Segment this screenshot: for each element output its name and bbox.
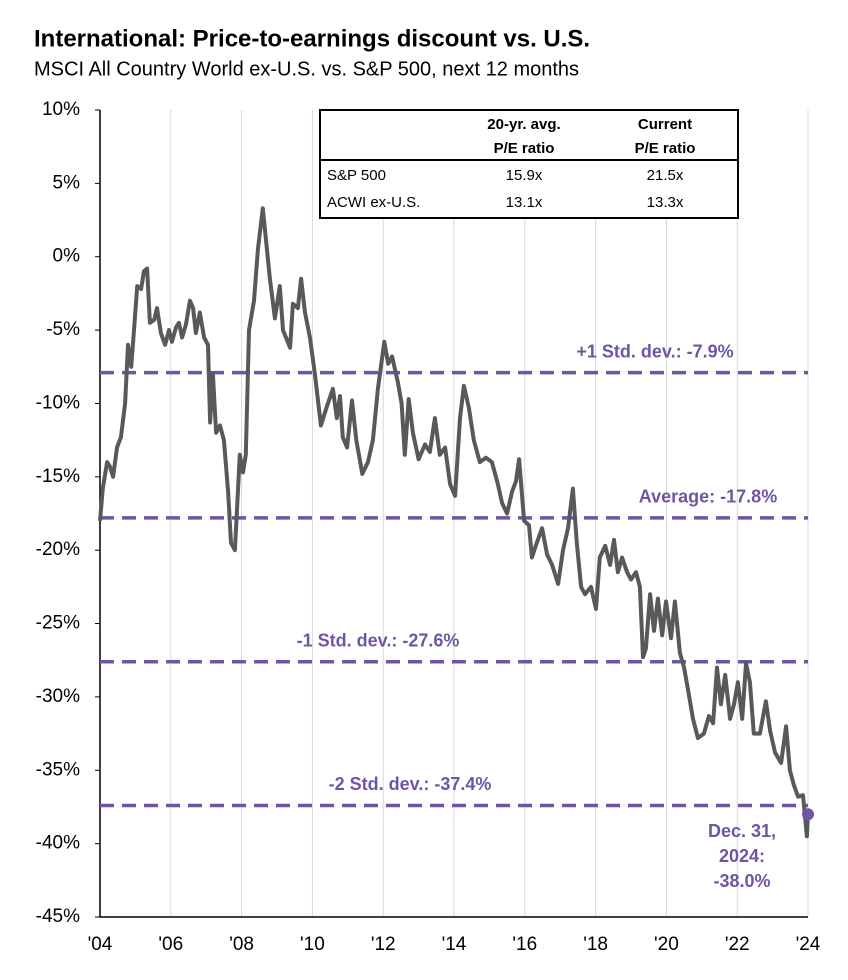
x-tick-label: '16 — [512, 934, 537, 955]
annotation: 2024: — [719, 846, 765, 866]
y-tick-label: -25% — [36, 613, 80, 634]
annotation: -38.0% — [713, 871, 770, 891]
table-header: Current — [638, 116, 692, 133]
end-point — [802, 808, 814, 821]
table-row-label: ACWI ex-U.S. — [327, 194, 420, 211]
y-tick-label: -45% — [36, 906, 80, 927]
table-header: P/E ratio — [635, 140, 696, 157]
y-tick-label: -10% — [36, 392, 80, 413]
y-tick-label: -35% — [36, 759, 80, 780]
x-tick-label: '18 — [583, 934, 608, 955]
y-tick-label: -15% — [36, 466, 80, 487]
chart-title: International: Price-to-earnings discoun… — [34, 25, 590, 52]
x-tick-label: '12 — [371, 934, 396, 955]
y-tick-label: 0% — [53, 246, 81, 267]
reference-label: Average: -17.8% — [639, 487, 777, 507]
x-tick-label: '08 — [229, 934, 254, 955]
x-tick-label: '04 — [88, 934, 113, 955]
annotation: Dec. 31, — [708, 821, 776, 841]
table-cell: 13.3x — [647, 194, 684, 211]
table-cell: 13.1x — [506, 194, 543, 211]
table-row-label: S&P 500 — [327, 167, 386, 184]
x-tick-label: '24 — [796, 934, 821, 955]
y-tick-label: -20% — [36, 539, 80, 560]
y-tick-label: -5% — [46, 319, 80, 340]
x-tick-label: '20 — [654, 934, 679, 955]
reference-label: -2 Std. dev.: -37.4% — [329, 774, 492, 794]
y-tick-label: 5% — [53, 172, 81, 193]
y-tick-label: -30% — [36, 686, 80, 707]
data-line — [98, 206, 810, 839]
table-header: 20-yr. avg. — [487, 116, 560, 133]
x-tick-label: '14 — [442, 934, 467, 955]
table-header: P/E ratio — [494, 140, 555, 157]
table-frame — [319, 109, 739, 219]
chart-subtitle: MSCI All Country World ex-U.S. vs. S&P 5… — [34, 58, 579, 80]
x-tick-label: '06 — [158, 934, 183, 955]
reference-label: -1 Std. dev.: -27.6% — [297, 630, 460, 650]
table-cell: 15.9x — [506, 167, 543, 184]
x-tick-label: '10 — [300, 934, 325, 955]
y-tick-label: 10% — [42, 99, 80, 120]
y-tick-label: -40% — [36, 833, 80, 854]
x-tick-label: '22 — [725, 934, 750, 955]
reference-label: +1 Std. dev.: -7.9% — [576, 341, 733, 361]
table-cell: 21.5x — [647, 167, 684, 184]
